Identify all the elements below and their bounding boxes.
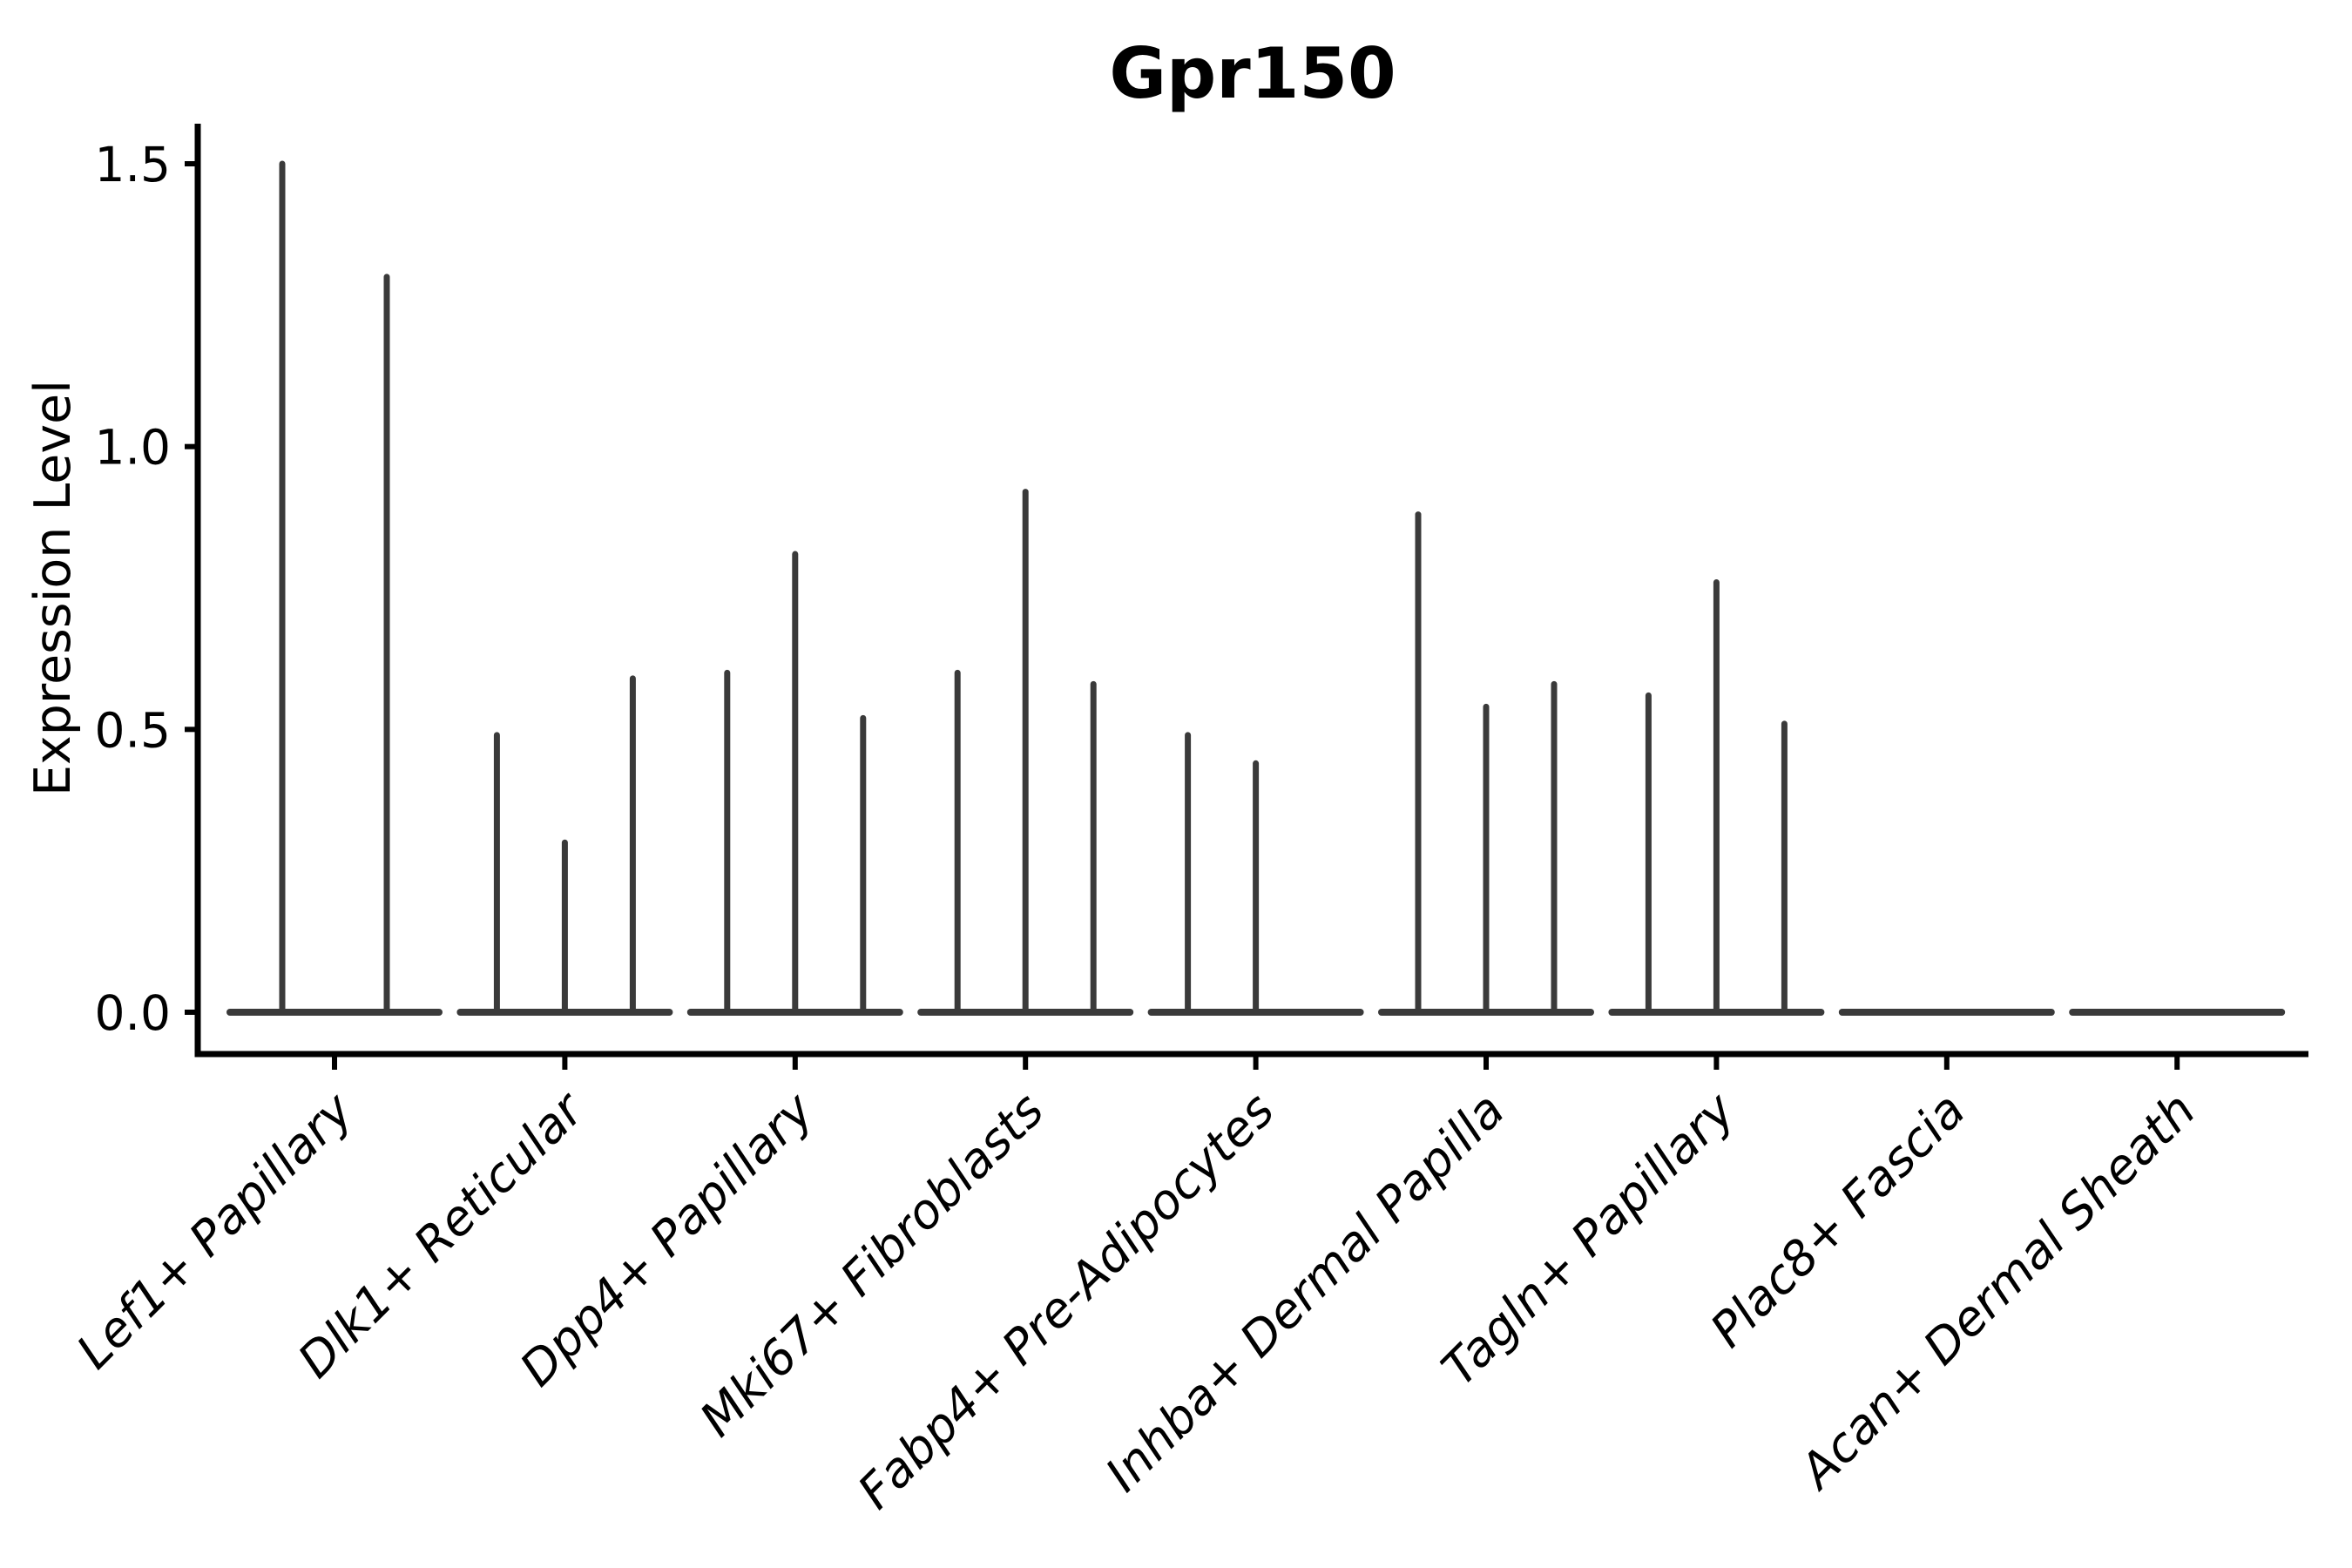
y-tick-label: 1.0 (95, 420, 171, 476)
chart-title: Gpr150 (1109, 33, 1396, 114)
y-tick-label: 0.0 (95, 985, 171, 1041)
y-tick-label: 1.5 (95, 137, 171, 193)
y-axis-label: Expression Level (24, 380, 82, 796)
x-tick-label: Fabp4+ Pre-Adipocytes (847, 1082, 1284, 1519)
axis-spines (194, 124, 2308, 1058)
y-tick-label: 0.5 (95, 702, 171, 758)
x-tick-label: Acan+ Dermal Sheath (1788, 1082, 2207, 1501)
x-tick-label: Inhba+ Dermal Papilla (1095, 1082, 1515, 1502)
